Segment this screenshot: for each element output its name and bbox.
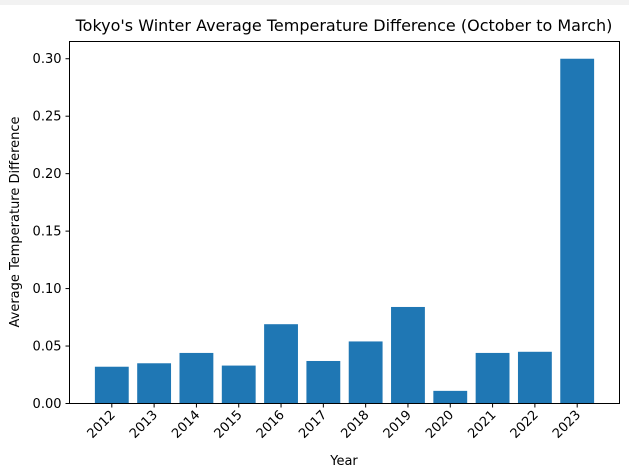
bars-group [94,58,595,404]
x-tick-label: 2019 [381,408,415,442]
x-tick-label: 2020 [423,408,457,442]
bar-2019 [391,306,425,404]
x-tick-label: 2017 [296,408,330,442]
bar-2014 [179,352,214,404]
x-tick-label: 2023 [550,408,584,442]
y-tick-label: 0.30 [33,52,62,67]
y-tick-label: 0.00 [33,397,62,412]
bar-2015 [221,365,256,404]
bar-2017 [306,360,341,404]
bar-2023 [560,58,595,404]
bar-2012 [94,366,129,404]
bar-2020 [433,390,468,404]
window-top-strip [0,0,629,5]
bar-2021 [475,352,510,404]
y-ticks-group: 0.00 0.05 0.10 0.15 0.20 0.25 0.30 [33,52,70,412]
x-tick-label: 2021 [465,408,499,442]
chart-title: Tokyo's Winter Average Temperature Diffe… [75,16,613,35]
x-tick-label: 2014 [169,408,203,442]
x-ticks-group: 2012 2013 2014 2015 2016 2017 2018 2019 2020 2021… [85,403,584,442]
x-tick-label: 2012 [85,408,119,442]
x-tick-label: 2013 [127,408,161,442]
bar-2016 [264,324,298,404]
x-tick-label: 2022 [508,408,542,442]
y-tick-label: 0.25 [33,110,62,125]
plot-frame [69,41,620,404]
x-tick-label: 2015 [212,408,246,442]
y-tick-label: 0.05 [33,340,62,355]
x-axis-label: Year [329,454,358,469]
y-tick-label: 0.10 [33,282,62,297]
y-tick-label: 0.15 [33,225,62,240]
bar-2013 [137,363,172,404]
y-tick-label: 0.20 [33,167,62,182]
x-tick-label: 2016 [254,408,288,442]
bar-2018 [348,341,383,404]
x-tick-label: 2018 [338,408,372,442]
bar-2022 [517,351,552,404]
y-axis-label: Average Temperature Difference [8,116,23,327]
